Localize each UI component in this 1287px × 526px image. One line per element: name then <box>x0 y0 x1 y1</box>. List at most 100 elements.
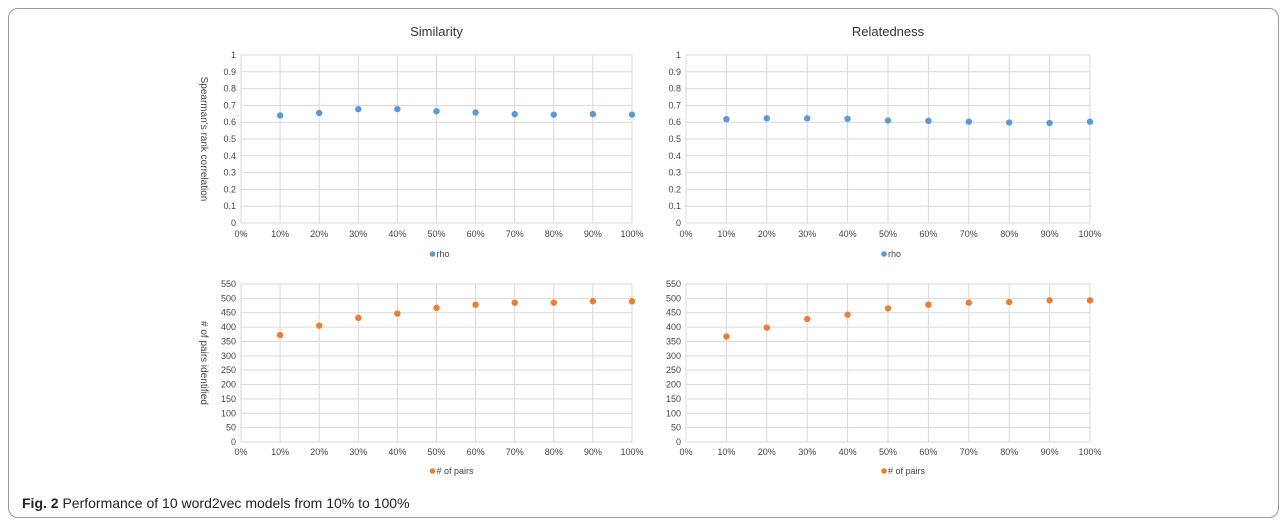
x-tick-label: 80% <box>545 447 563 457</box>
y-tick-label: 100 <box>666 408 681 418</box>
x-tick-label: 30% <box>798 447 816 457</box>
y-tick-label: 50 <box>226 423 236 433</box>
chart-panel-similarity: Similarity 0 0.1 0.2 0.3 0.4 0.5 0.6 0.7 0.8 0.9 1 0… <box>9 9 645 271</box>
data-point <box>844 115 851 123</box>
data-point <box>965 299 972 306</box>
data-point <box>763 115 770 122</box>
data-point <box>884 305 892 312</box>
data-point <box>1086 297 1094 304</box>
chart-title: Similarity <box>410 24 463 39</box>
legend-marker <box>429 468 436 474</box>
x-tick-label: 70% <box>506 229 524 239</box>
data-point <box>550 111 557 118</box>
data-point <box>965 118 972 125</box>
x-tick-label: 30% <box>349 447 367 457</box>
y-tick-label: 450 <box>666 308 681 318</box>
x-tick-label: 60% <box>919 447 937 457</box>
data-point <box>355 105 362 113</box>
x-tick-label: 90% <box>1041 229 1059 239</box>
data-point <box>884 117 892 124</box>
x-tick-label: 40% <box>388 229 406 239</box>
pairs-similarity-chart: 0 50 100 150 200 250 300 350 400 450 500 550 0% 10% 20… <box>198 279 644 476</box>
y-tick-label: 0.3 <box>223 168 236 178</box>
y-tick-label: 0.4 <box>668 151 681 161</box>
x-tick-label: 50% <box>879 229 897 239</box>
x-tick-label: 40% <box>839 447 857 457</box>
y-tick-label: 0 <box>231 437 236 447</box>
data-point <box>316 322 323 329</box>
data-point <box>1006 298 1013 306</box>
y-tick-label: 500 <box>666 293 681 303</box>
y-tick-label: 0.8 <box>223 84 236 94</box>
data-point <box>628 111 636 118</box>
data-point <box>433 304 440 312</box>
y-tick-label: 0.5 <box>668 134 681 144</box>
data-point <box>394 310 401 317</box>
data-point <box>844 311 851 318</box>
y-tick-label: 550 <box>221 279 236 289</box>
data-point <box>723 333 730 340</box>
data-point <box>804 315 811 323</box>
y-tick-label: 350 <box>221 336 236 346</box>
x-tick-label: 90% <box>1041 447 1059 457</box>
data-point <box>511 110 518 118</box>
x-tick-label: 10% <box>271 229 289 239</box>
y-tick-label: 0.4 <box>223 151 236 161</box>
figure-caption: Fig. 2 Performance of 10 word2vec models… <box>22 495 410 511</box>
y-tick-label: 0.1 <box>223 201 236 211</box>
x-tick-label: 30% <box>349 229 367 239</box>
y-tick-label: 0.9 <box>223 67 236 77</box>
y-tick-label: 0.6 <box>223 117 236 127</box>
legend-marker <box>429 251 436 257</box>
y-tick-label: 350 <box>666 336 681 346</box>
legend-marker <box>881 468 887 474</box>
x-tick-label: 50% <box>427 229 445 239</box>
data-point <box>433 108 440 115</box>
x-tick-label: 10% <box>271 447 289 457</box>
x-tick-label: 40% <box>839 229 857 239</box>
x-tick-label: 30% <box>798 229 816 239</box>
data-point <box>723 115 730 123</box>
figure-frame: Similarity 0 0.1 0.2 0.3 0.4 0.5 0.6 0.7 0.8 0.9 1 0… <box>8 8 1279 518</box>
chart-panel-pairs-similarity: 0 50 100 150 200 250 300 350 400 450 500 550 0% 10% 20… <box>9 271 645 495</box>
data-point <box>1046 119 1053 127</box>
x-tick-label: 50% <box>879 447 897 457</box>
y-tick-label: 1 <box>231 50 236 60</box>
legend-label: # of pairs <box>888 466 926 476</box>
data-point <box>589 298 597 305</box>
x-tick-label: 60% <box>467 229 485 239</box>
x-tick-label: 90% <box>584 229 602 239</box>
x-tick-label: 40% <box>388 447 406 457</box>
y-tick-label: 400 <box>666 322 681 332</box>
x-tick-label: 10% <box>717 229 735 239</box>
x-tick-label: 80% <box>1000 229 1018 239</box>
y-tick-label: 0.5 <box>223 134 236 144</box>
y-tick-label: 200 <box>666 380 681 390</box>
y-tick-label: 500 <box>221 293 236 303</box>
y-tick-label: 0.6 <box>668 117 681 127</box>
y-axis-label: Spearman's rank correlation <box>198 77 209 202</box>
y-tick-label: 0.2 <box>668 184 681 194</box>
x-tick-label: 20% <box>758 229 776 239</box>
y-tick-label: 550 <box>666 279 681 289</box>
x-tick-label: 20% <box>310 229 328 239</box>
x-tick-label: 100% <box>620 447 643 457</box>
data-point <box>763 324 770 331</box>
x-tick-label: 100% <box>1078 229 1101 239</box>
data-point <box>589 110 597 118</box>
data-point <box>472 301 479 308</box>
data-point <box>394 105 401 113</box>
chart-panel-pairs-relatedness: 0 50 100 150 200 250 300 350 400 450 500 550 0% 10% 20… <box>645 271 1278 495</box>
x-tick-label: 80% <box>545 229 563 239</box>
data-point <box>355 314 362 322</box>
chart-panel-relatedness: Relatedness 0 0.1 0.2 0.3 0.4 0.5 0.6 0.7 0.8 0.9 1… <box>645 9 1278 271</box>
y-tick-label: 1 <box>676 50 681 60</box>
x-tick-label: 100% <box>1078 447 1101 457</box>
y-tick-label: 300 <box>666 351 681 361</box>
y-tick-label: 0 <box>676 218 681 228</box>
data-point <box>804 115 811 122</box>
y-tick-label: 0.1 <box>668 201 681 211</box>
y-tick-label: 0.7 <box>223 100 236 110</box>
x-tick-label: 0% <box>679 447 692 457</box>
figure-caption-text: Performance of 10 word2vec models from 1… <box>62 495 410 511</box>
